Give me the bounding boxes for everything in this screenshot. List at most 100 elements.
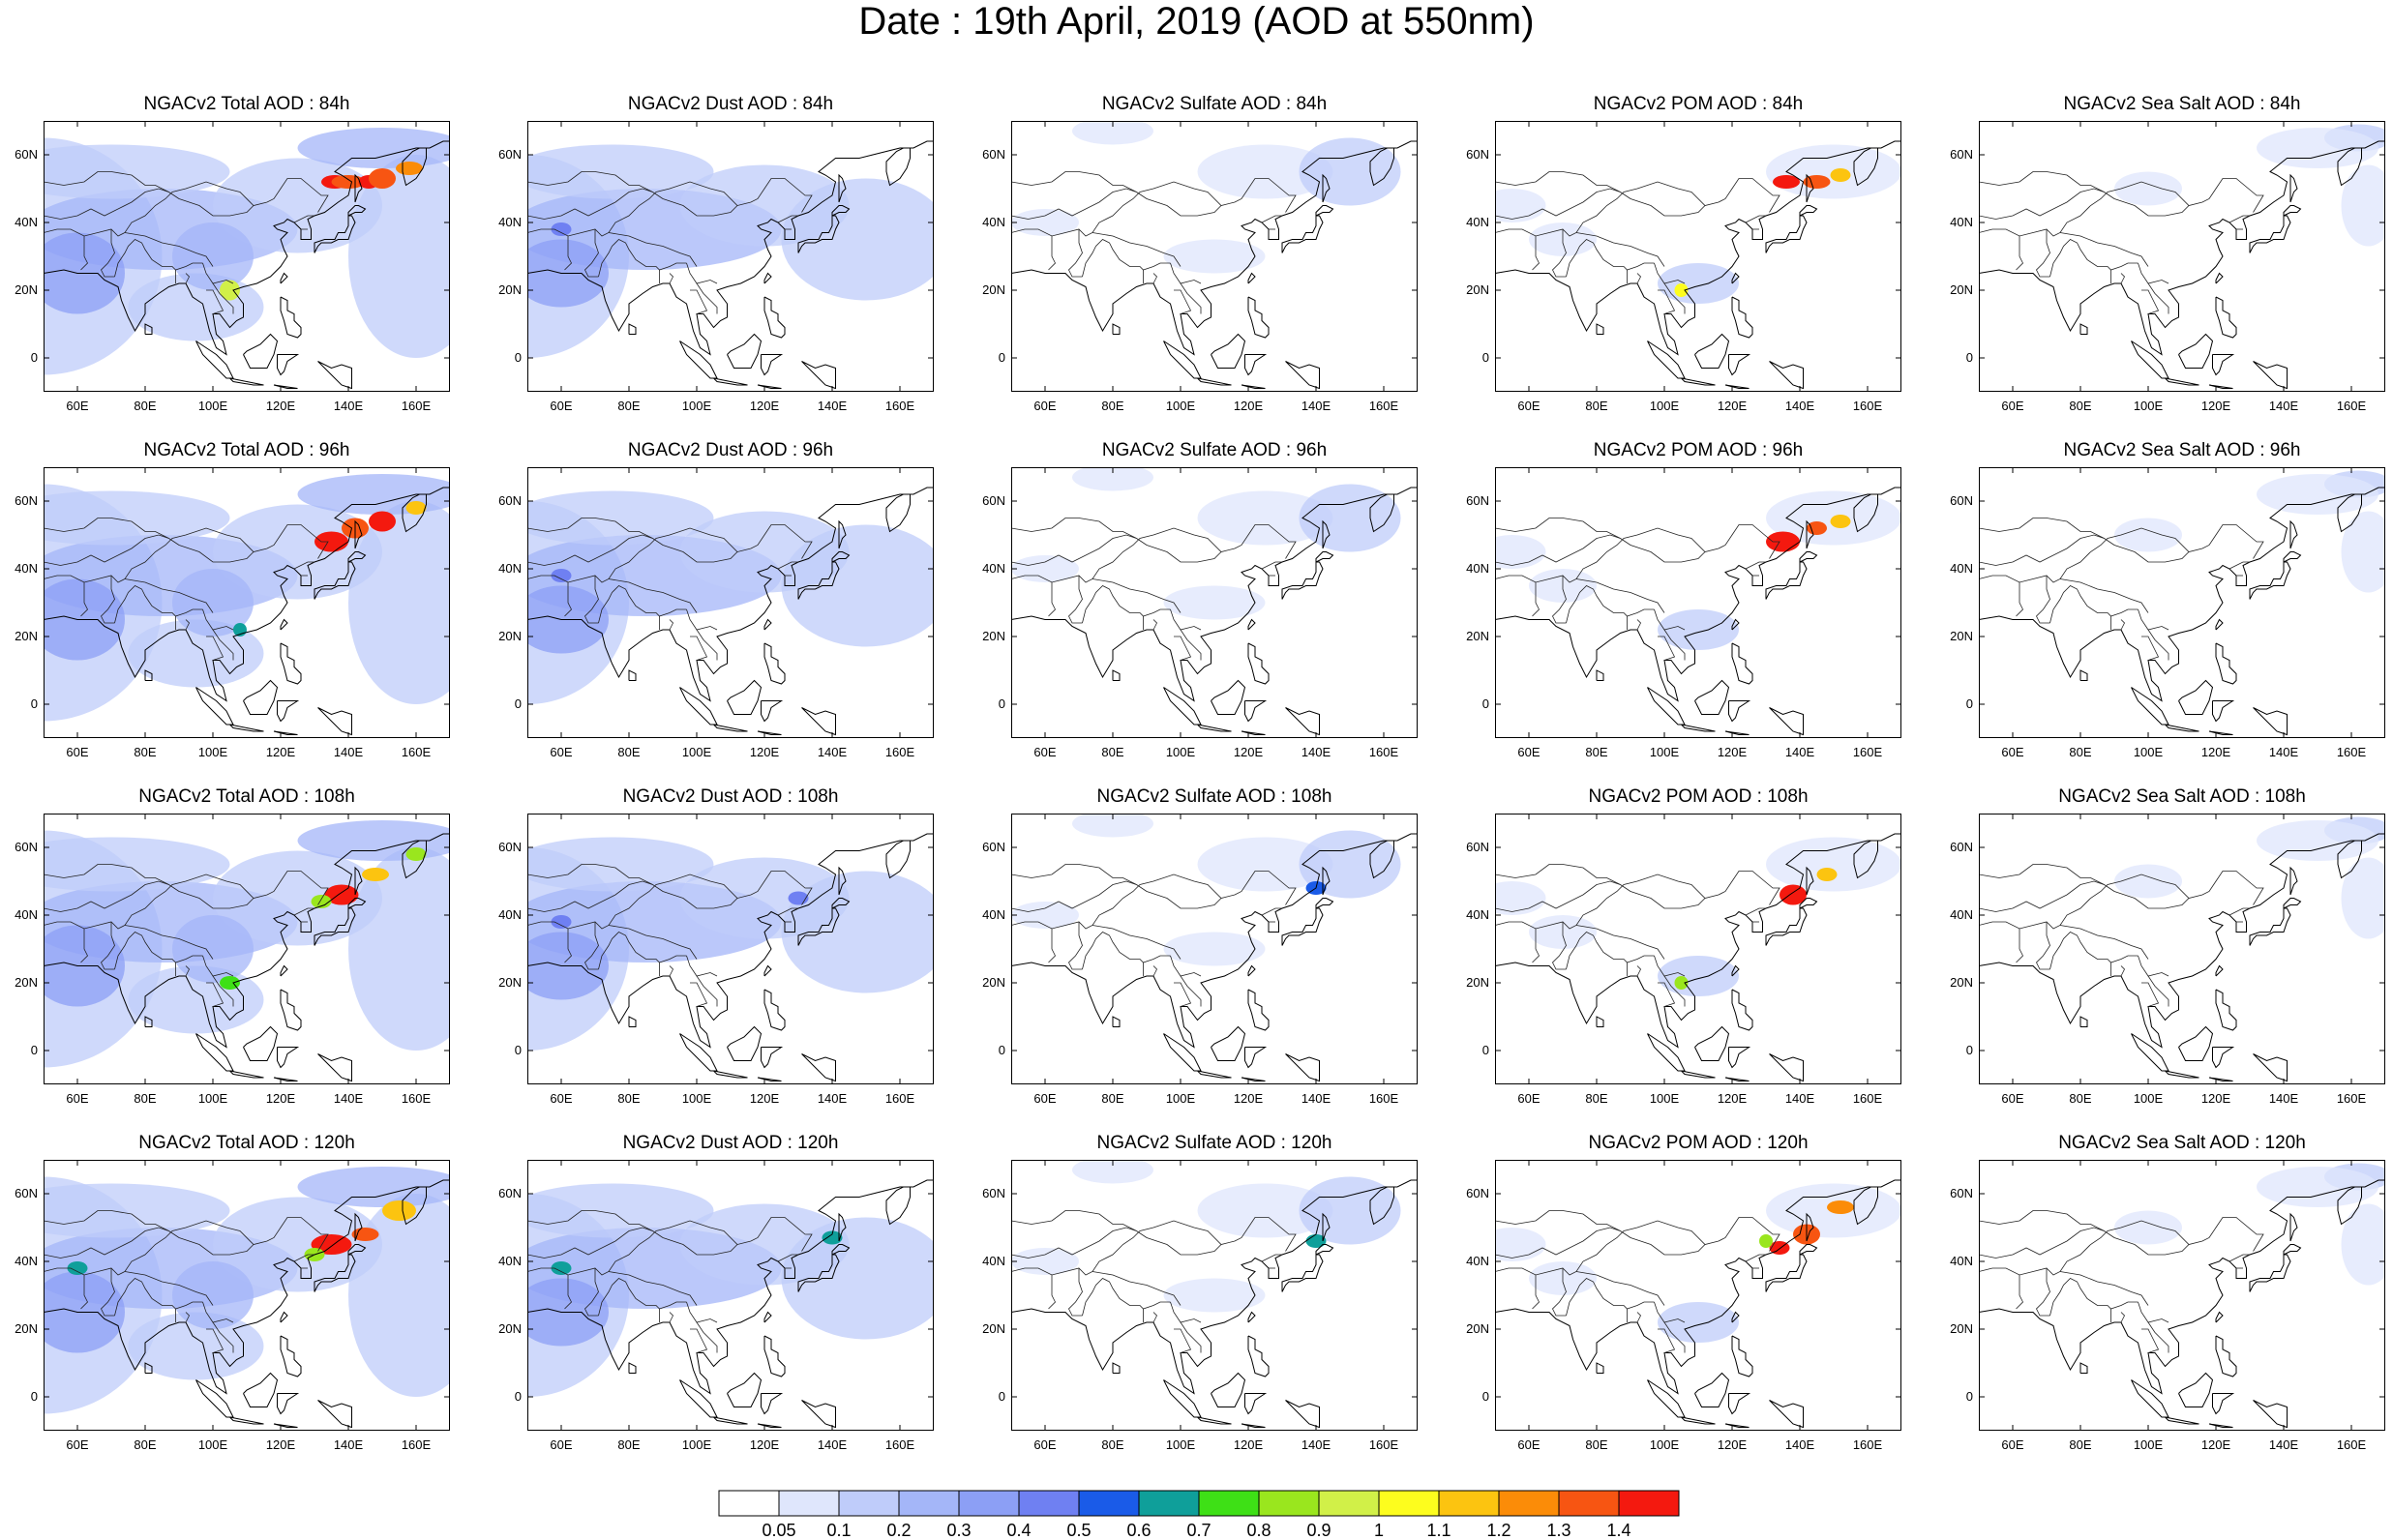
coastline [1244, 354, 1268, 376]
country-border [2147, 975, 2169, 1007]
coastline [727, 679, 763, 715]
lat-tick-label: 20N [1466, 975, 1489, 990]
lon-tick-label: 80E [134, 1091, 157, 1106]
country-border [1745, 215, 1766, 223]
country-border [2104, 1230, 2190, 1256]
coastline [797, 907, 840, 946]
coastline [1731, 989, 1753, 1031]
lat-tick-label: 40N [1950, 907, 1973, 922]
country-border [1636, 1312, 1641, 1323]
lon-tick-label: 80E [617, 1437, 641, 1452]
coastline [1163, 687, 1202, 726]
aod-area [172, 915, 254, 983]
aod-area [1072, 1160, 1153, 1184]
coastline [727, 333, 763, 369]
lon-tick-label: 120E [749, 1437, 780, 1452]
aod-hotspot [551, 1261, 572, 1275]
coastline [1724, 730, 1750, 735]
coastline [713, 1070, 748, 1079]
country-border [1495, 864, 1621, 885]
aod-area [44, 1183, 230, 1238]
panel-title: NGACv2 Total AOD : 96h [143, 440, 350, 460]
coastline [314, 215, 356, 253]
coastline [1315, 898, 1334, 909]
coastline [761, 700, 784, 723]
country-border [1620, 192, 1706, 217]
colorbar-label: 0.2 [886, 1521, 912, 1540]
lat-tick-label: 60N [1466, 1186, 1489, 1200]
country-border [584, 576, 599, 624]
coastline [2283, 551, 2302, 563]
country-border [293, 1254, 314, 1262]
lon-tick-label: 160E [1852, 399, 1883, 413]
country-border [2049, 1278, 2139, 1317]
country-border [527, 188, 653, 220]
lat-tick-label: 40N [982, 907, 1005, 922]
coastline [1724, 1423, 1750, 1428]
coastline [2215, 989, 2237, 1031]
country-border [564, 582, 572, 617]
lat-tick-label: 40N [1466, 215, 1489, 229]
lat-tick-label: 20N [15, 975, 38, 990]
colorbar-label: 0.9 [1306, 1521, 1331, 1540]
coastline [2212, 1393, 2235, 1415]
coastline [757, 730, 782, 735]
country-border [564, 1275, 572, 1310]
coastline [797, 1254, 840, 1292]
coastline [1765, 561, 1808, 600]
coastline [1163, 341, 1202, 379]
country-border [2138, 262, 2169, 284]
aod-area [527, 1183, 714, 1238]
aod-area [1658, 1302, 1739, 1343]
aod-field [44, 474, 450, 722]
coastline [1765, 1254, 1808, 1292]
aod-hotspot [331, 175, 366, 189]
map-frame [1495, 814, 1901, 1084]
aod-area [1163, 585, 1266, 620]
country-border [527, 1210, 653, 1231]
lon-tick-label: 80E [134, 745, 157, 759]
aod-hotspot [369, 511, 396, 532]
aod-hotspot [369, 168, 396, 189]
coastline [1681, 724, 1716, 732]
country-border [584, 229, 599, 278]
lat-tick-label: 60N [1950, 840, 1973, 854]
aod-hotspot [551, 915, 572, 929]
coastline [1112, 1016, 1121, 1027]
country-border [44, 524, 329, 583]
country-border [696, 1321, 718, 1353]
lat-tick-label: 60N [1466, 147, 1489, 162]
country-border [1011, 178, 1297, 237]
aod-map-panel [1011, 1160, 1418, 1431]
aod-map-panel [1011, 121, 1418, 392]
lat-tick-label: 20N [982, 282, 1005, 297]
country-border [206, 982, 224, 1007]
country-border [1495, 871, 1780, 930]
lon-tick-label: 120E [265, 1091, 296, 1106]
lon-tick-label: 100E [1649, 745, 1680, 759]
lat-tick-label: 40N [498, 215, 522, 229]
map-frame [44, 121, 450, 392]
country-border [2138, 955, 2169, 977]
aod-hotspot [220, 976, 240, 990]
coastline [1806, 173, 1814, 203]
map-frame [527, 814, 934, 1084]
country-border [206, 289, 224, 314]
coastline [1765, 215, 1808, 253]
panel-title: NGACv2 Dust AOD : 108h [622, 786, 839, 807]
aod-field [527, 490, 934, 704]
country-border [1532, 1275, 1540, 1310]
aod-area [213, 1197, 382, 1292]
country-border [1495, 178, 1780, 237]
aod-map-panel [527, 1160, 934, 1431]
country-border [2120, 273, 2125, 284]
aod-field [2114, 124, 2385, 247]
country-border [44, 171, 169, 192]
country-border [1495, 1217, 1780, 1276]
country-border [44, 188, 169, 220]
country-border [1552, 576, 1567, 624]
lat-tick-label: 20N [1466, 1321, 1489, 1336]
aod-area [1163, 239, 1266, 274]
colorbar-swatch [718, 1490, 780, 1517]
coastline [1647, 1379, 1686, 1418]
